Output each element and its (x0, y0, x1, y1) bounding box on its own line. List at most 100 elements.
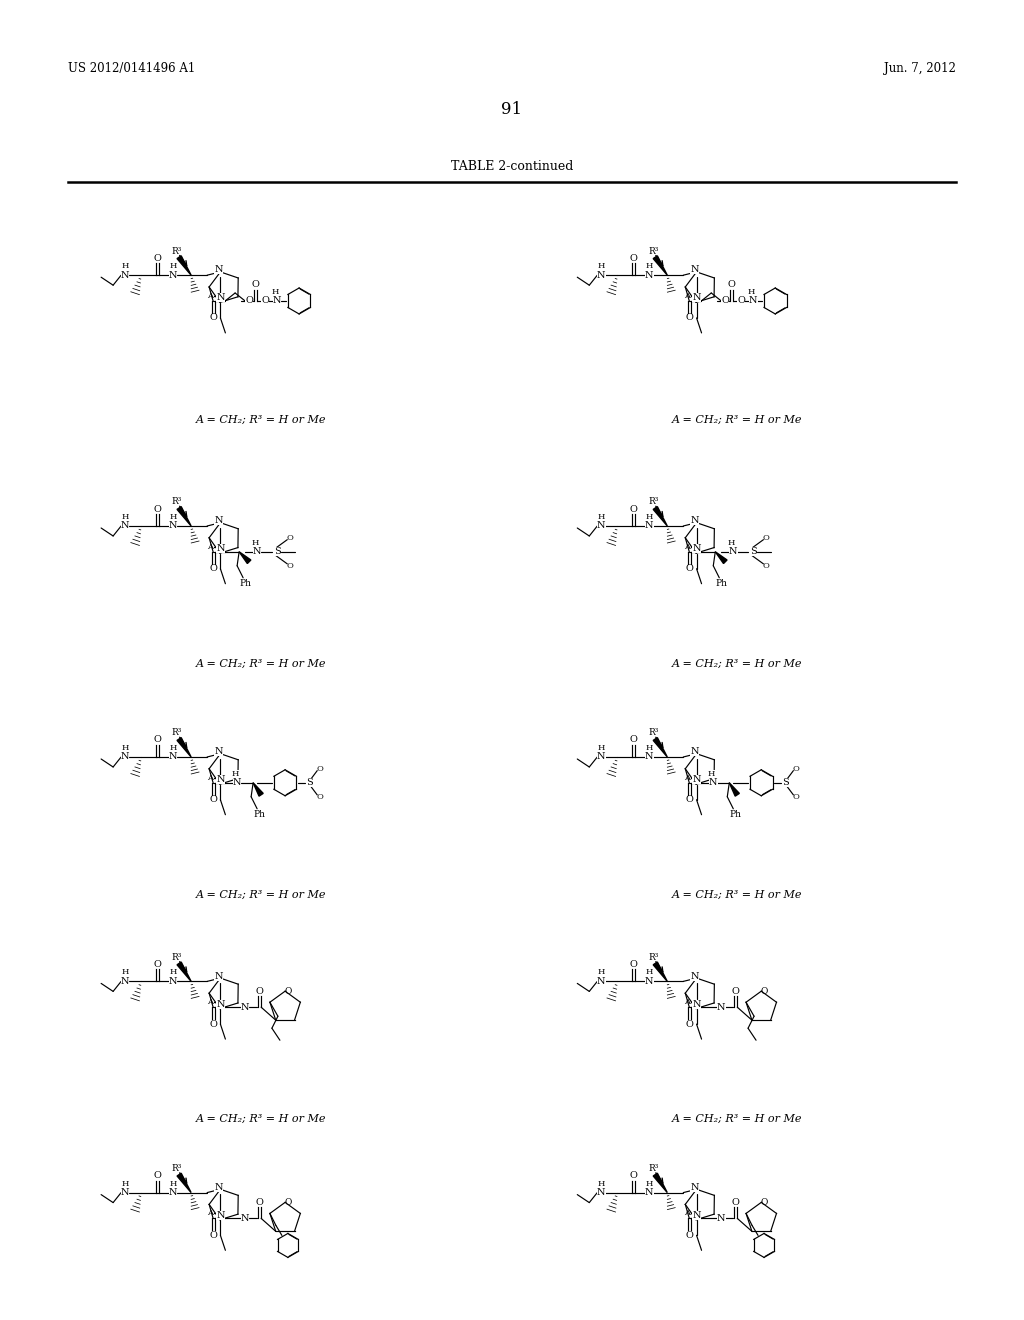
Text: H: H (122, 969, 129, 977)
Text: S: S (273, 548, 281, 556)
Text: O: O (685, 1230, 693, 1239)
Text: O: O (154, 735, 161, 744)
Text: N: N (645, 977, 653, 986)
Text: N: N (597, 271, 605, 280)
Text: A: A (208, 292, 213, 300)
Text: H: H (728, 539, 735, 546)
Text: US 2012/0141496 A1: US 2012/0141496 A1 (68, 62, 196, 75)
Text: N: N (717, 1214, 726, 1222)
Polygon shape (177, 256, 191, 275)
Text: A = CH₂; R³ = H or Me: A = CH₂; R³ = H or Me (672, 414, 803, 425)
Text: N: N (169, 1188, 177, 1197)
Text: O: O (154, 960, 161, 969)
Text: S: S (306, 779, 312, 787)
Text: O: O (737, 297, 745, 305)
Text: A = CH₂; R³ = H or Me: A = CH₂; R³ = H or Me (196, 414, 327, 425)
Text: N: N (214, 747, 222, 756)
Text: O: O (630, 735, 637, 744)
Text: S: S (750, 548, 757, 556)
Text: O: O (630, 1171, 637, 1180)
Text: H: H (598, 744, 605, 752)
Polygon shape (653, 507, 668, 525)
Text: N: N (216, 293, 224, 302)
Text: O: O (209, 1230, 217, 1239)
Text: A = CH₂; R³ = H or Me: A = CH₂; R³ = H or Me (196, 890, 327, 900)
Text: O: O (630, 504, 637, 513)
Text: N: N (645, 271, 653, 280)
Text: A: A (684, 543, 689, 550)
Text: H: H (122, 263, 129, 271)
Text: R³: R³ (648, 953, 658, 962)
Text: N: N (709, 779, 718, 787)
Text: H: H (122, 513, 129, 521)
Text: N: N (692, 544, 700, 553)
Text: H: H (598, 263, 605, 271)
Text: H: H (122, 1180, 129, 1188)
Text: O: O (761, 986, 768, 995)
Text: H: H (748, 288, 755, 296)
Text: Ph: Ph (729, 810, 741, 820)
Text: O: O (154, 504, 161, 513)
Text: N: N (214, 516, 222, 525)
Text: A: A (208, 774, 213, 781)
Text: H: H (169, 513, 177, 521)
Text: N: N (169, 521, 177, 531)
Text: A: A (208, 1209, 213, 1217)
Text: O: O (287, 533, 294, 541)
Text: H: H (169, 969, 177, 977)
Polygon shape (653, 256, 668, 275)
Text: N: N (121, 521, 129, 531)
Text: A: A (684, 774, 689, 781)
Text: N: N (216, 999, 224, 1008)
Text: O: O (261, 297, 269, 305)
Text: A: A (208, 998, 213, 1006)
Text: A = CH₂; R³ = H or Me: A = CH₂; R³ = H or Me (672, 659, 803, 669)
Text: N: N (749, 297, 758, 305)
Text: O: O (727, 280, 735, 289)
Text: N: N (169, 977, 177, 986)
Text: O: O (630, 253, 637, 263)
Text: N: N (121, 1188, 129, 1197)
Text: H: H (169, 263, 177, 271)
Text: A = CH₂; R³ = H or Me: A = CH₂; R³ = H or Me (196, 1114, 327, 1125)
Text: H: H (169, 744, 177, 752)
Text: O: O (731, 1197, 739, 1206)
Text: N: N (121, 271, 129, 280)
Polygon shape (177, 738, 191, 756)
Text: N: N (232, 779, 242, 787)
Text: N: N (121, 752, 129, 762)
Text: R³: R³ (648, 1164, 658, 1173)
Text: A: A (684, 1209, 689, 1217)
Text: O: O (209, 313, 217, 322)
Polygon shape (253, 783, 263, 796)
Text: H: H (169, 1180, 177, 1188)
Text: Ph: Ph (253, 810, 265, 820)
Text: N: N (692, 775, 700, 784)
Text: R³: R³ (648, 729, 658, 738)
Text: A = CH₂; R³ = H or Me: A = CH₂; R³ = H or Me (672, 890, 803, 900)
Text: N: N (216, 1210, 224, 1220)
Text: N: N (597, 521, 605, 531)
Text: N: N (216, 775, 224, 784)
Text: O: O (209, 564, 217, 573)
Text: A = CH₂; R³ = H or Me: A = CH₂; R³ = H or Me (672, 1114, 803, 1125)
Text: O: O (721, 297, 729, 305)
Text: O: O (316, 793, 324, 801)
Text: H: H (231, 770, 239, 777)
Text: H: H (122, 744, 129, 752)
Text: N: N (690, 747, 698, 756)
Text: O: O (763, 533, 770, 541)
Text: N: N (241, 1214, 250, 1222)
Text: N: N (169, 271, 177, 280)
Text: H: H (645, 513, 653, 521)
Text: N: N (692, 293, 700, 302)
Text: N: N (169, 752, 177, 762)
Text: A: A (684, 998, 689, 1006)
Text: H: H (645, 263, 653, 271)
Text: 91: 91 (502, 102, 522, 117)
Text: O: O (630, 960, 637, 969)
Text: A: A (684, 292, 689, 300)
Text: R³: R³ (172, 498, 182, 507)
Text: N: N (597, 977, 605, 986)
Text: O: O (685, 313, 693, 322)
